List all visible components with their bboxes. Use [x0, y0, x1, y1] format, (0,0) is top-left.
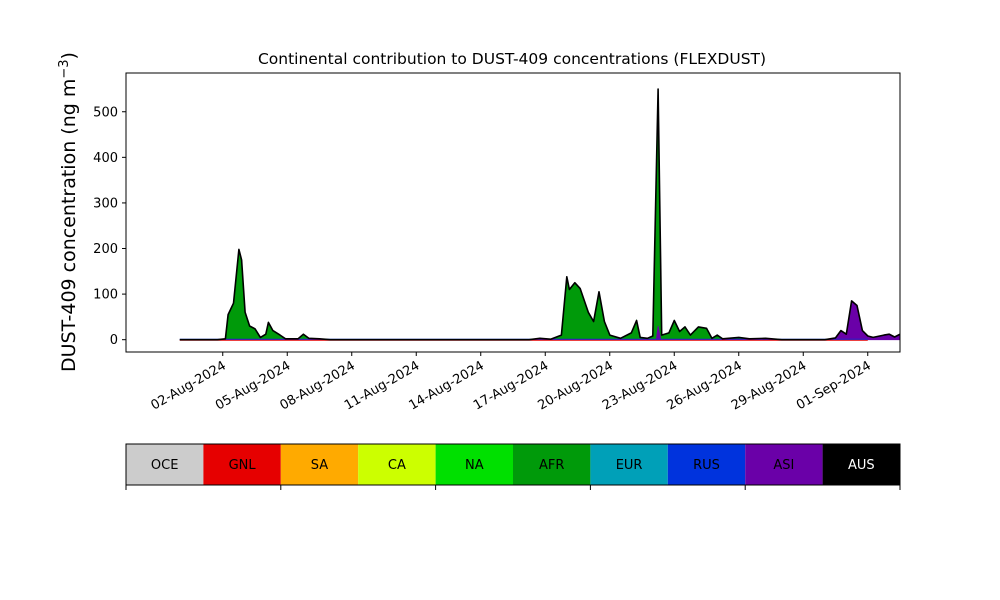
- y-axis-label-main: DUST-409 concentration (ng m: [58, 79, 80, 372]
- area-series-afr: [179, 102, 868, 341]
- y-axis: 0 100 200 300 400 500: [93, 105, 126, 348]
- total-line: [179, 88, 900, 341]
- legend-swatch-ca: [358, 444, 436, 485]
- y-tick-label-300: 300: [93, 196, 118, 211]
- legend-swatch-na: [435, 444, 513, 485]
- legend-label-rus: RUS: [693, 458, 720, 473]
- legend-swatch-rus: [667, 444, 746, 485]
- legend-label-aus: AUS: [848, 458, 875, 473]
- legend-label-afr: AFR: [539, 458, 564, 473]
- legend-swatch-eur: [590, 444, 668, 485]
- y-tick-label-100: 100: [93, 288, 118, 303]
- legend-label-sa: SA: [311, 458, 328, 473]
- chart-title: Continental contribution to DUST-409 con…: [258, 50, 766, 68]
- legend-colorbar: OCE GNL SA CA NA AFR EUR RUS ASI AUS: [125, 443, 901, 490]
- plot-frame: [125, 72, 901, 353]
- legend-label-eur: EUR: [616, 458, 643, 473]
- legend-label-ca: CA: [388, 458, 406, 473]
- legend-label-oce: OCE: [151, 458, 179, 473]
- legend-swatch-afr: [513, 444, 591, 485]
- legend-swatch-aus: [822, 444, 900, 485]
- y-axis-label: DUST-409 concentration (ng m−3): [57, 52, 80, 372]
- y-axis-label-close: ): [58, 52, 80, 59]
- y-tick-label-0: 0: [110, 333, 118, 348]
- area-series-asi: [179, 300, 900, 341]
- y-tick-label-400: 400: [93, 151, 118, 166]
- y-axis-label-exponent: −3: [57, 59, 72, 78]
- legend-swatch-oce: [126, 444, 204, 485]
- plot-area: [179, 88, 900, 341]
- x-axis: 02-Aug-202405-Aug-202408-Aug-202411-Aug-…: [148, 352, 874, 414]
- y-tick-label-200: 200: [93, 242, 118, 257]
- legend-swatch-asi: [745, 444, 823, 485]
- legend-swatch-sa: [280, 444, 359, 485]
- y-tick-label-500: 500: [93, 105, 118, 120]
- legend-label-gnl: GNL: [229, 458, 257, 473]
- legend-label-na: NA: [465, 458, 484, 473]
- legend-frame: [125, 443, 901, 486]
- legend-swatch-gnl: [203, 444, 281, 485]
- legend-label-asi: ASI: [773, 458, 794, 473]
